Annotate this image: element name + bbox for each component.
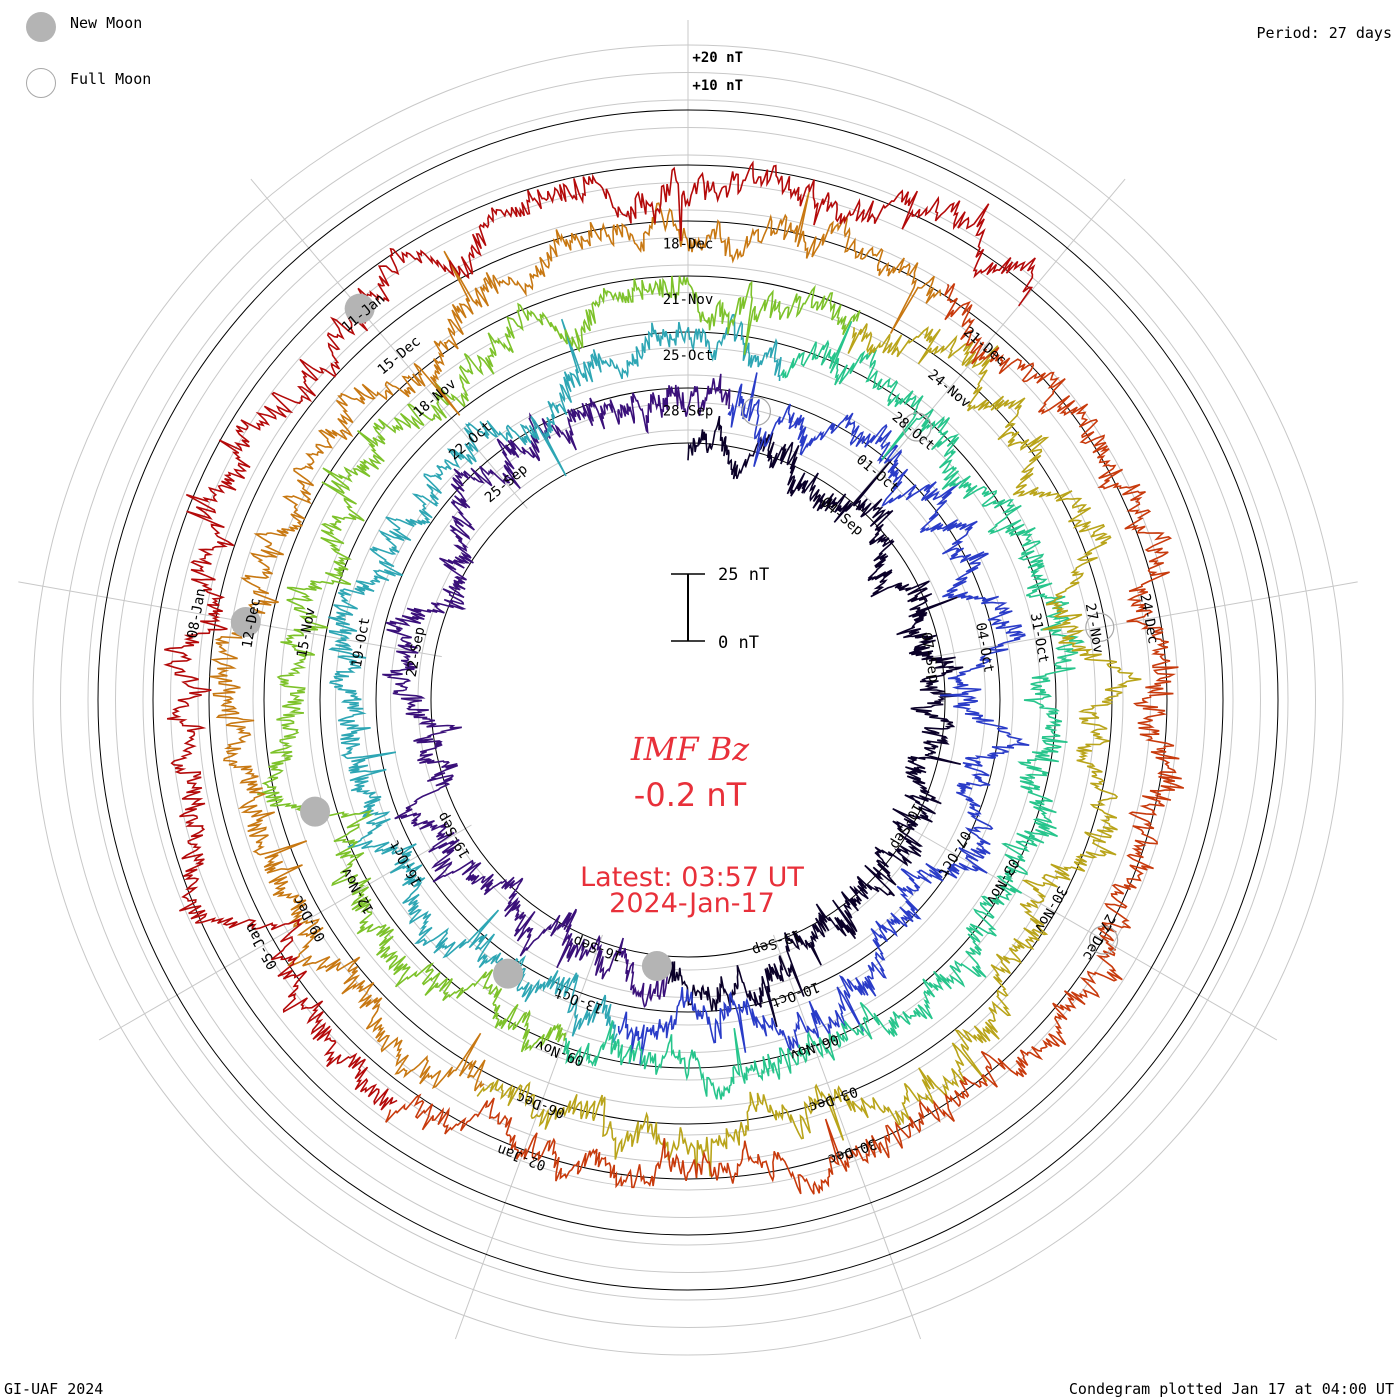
scale-bar-bottom-label: 0 nT [718,633,759,653]
date-label: 10-Oct [769,978,822,1010]
period-spokes [18,20,1358,1340]
new-moon-legend-marker [26,12,56,42]
bz-series-segment-5 [563,320,1085,1100]
bz-series-segment-10 [163,160,1036,1111]
date-label: 13-Sep [750,926,803,958]
period-spoke [904,824,1278,1041]
date-label: 15-Nov [294,606,319,659]
bz-series-segment-4 [328,313,782,1044]
bz-series-segment-2 [382,373,731,1008]
date-label: 21-Nov [663,292,714,308]
date-label: 31-Oct [1027,612,1052,665]
date-label: 09-Nov [533,1036,586,1068]
date-label: 25-Oct [663,348,714,364]
bz-series [163,160,1185,1195]
date-labels: 04-Sep07-Sep10-Sep13-Sep16-Sep19-Sep22-S… [185,237,1161,1174]
date-label: 16-Oct [386,837,425,889]
zero-level-rings [97,109,1279,1291]
full-moon-marker [741,396,772,426]
period-spoke [98,824,472,1041]
date-label: 15-Dec [375,333,424,378]
period-spoke [848,178,1126,509]
bz-series-segment-1 [667,415,964,1028]
zero-ring [430,442,946,958]
latest-date: 2024-Jan-17 [609,888,775,919]
date-label: 07-Sep [917,631,942,684]
bz-series-segment-7 [476,323,1142,1179]
grid-ring [362,374,1014,1026]
date-label: 19-Oct [349,616,374,669]
zero-ring [375,387,1001,1013]
new-moon-marker [493,958,524,989]
date-label: 13-Oct [552,984,605,1016]
credit-label: GI-UAF 2024 [4,1380,104,1398]
plotted-label: Condegram plotted Jan 17 at 04:00 UT [1068,1380,1394,1398]
date-label: 22-Sep [404,626,429,679]
current-value: -0.2 nT [634,776,747,814]
period-spoke [934,581,1358,658]
zero-ring [208,220,1168,1180]
date-label: 24-Nov [924,367,973,412]
date-label: 06-Dec [514,1089,567,1121]
period-label: Period: 27 days [1256,24,1392,42]
new-moon-marker [300,796,331,827]
latest-time: Latest: 03:57 UT [580,862,804,893]
new-moon-marker [230,607,261,638]
date-label: 24-Dec [1136,593,1161,646]
bz-series-segment-8 [209,191,942,1092]
quantity-label: IMF Bz [630,730,750,768]
full-moon-marker [1089,925,1119,955]
ring-label-10: +10 nT [692,78,743,94]
zero-ring [97,109,1279,1291]
period-spoke [454,934,603,1340]
period-spoke [773,934,922,1340]
full-moon-legend-label: Full Moon [70,70,152,88]
new-moon-marker [344,293,375,324]
ring-label-20: +20 nT [692,50,743,66]
full-moon-marker [1085,612,1115,642]
date-label: 03-Nov [983,855,1022,907]
bz-series-segment-6 [257,275,861,1053]
date-label: 28-Sep [663,403,714,419]
period-spoke [18,581,442,658]
moon-phase-markers [230,293,1119,989]
new-moon-legend-label: New Moon [70,14,143,32]
bz-series-segment-3 [617,372,1030,1065]
full-moon-legend-marker [26,68,56,98]
scale-bar: 25 nT 0 nT [671,565,769,653]
zero-ring [152,164,1224,1236]
new-moon-marker [641,951,672,982]
date-label: 04-Oct [972,621,997,674]
scale-bar-top-label: 25 nT [718,565,769,585]
full-moon-marker [902,412,932,442]
period-spoke [250,178,528,509]
date-label: 18-Dec [663,237,714,253]
bz-series-segment-9 [385,283,1185,1195]
date-label: 02-Jan [495,1141,548,1173]
